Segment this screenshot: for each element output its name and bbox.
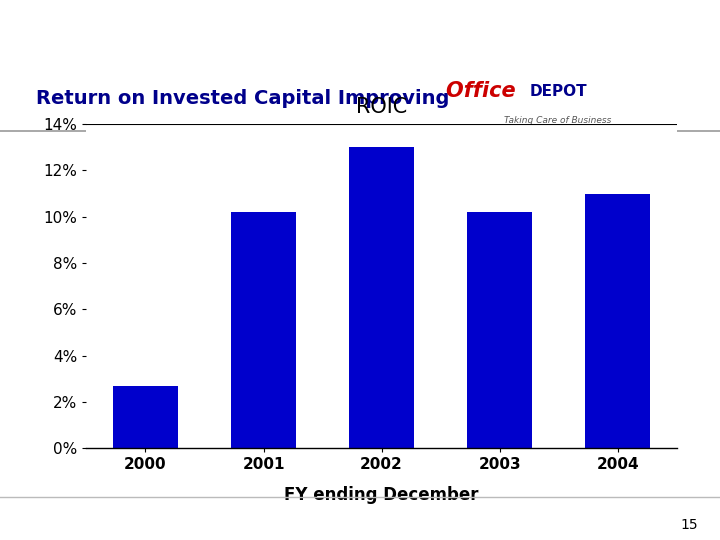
Text: Taking Care of Business: Taking Care of Business (504, 117, 611, 125)
Text: 15: 15 (681, 518, 698, 532)
Text: Return on Invested Capital Improving: Return on Invested Capital Improving (36, 89, 449, 108)
Bar (349, 147, 414, 448)
X-axis label: FY ending December: FY ending December (284, 486, 479, 504)
Text: Office: Office (446, 82, 523, 102)
Bar (585, 194, 650, 448)
Bar (113, 386, 178, 448)
Text: DEPOT: DEPOT (529, 84, 587, 99)
Bar (231, 212, 296, 448)
Bar (467, 212, 532, 448)
Title: ROIC: ROIC (356, 97, 408, 117)
